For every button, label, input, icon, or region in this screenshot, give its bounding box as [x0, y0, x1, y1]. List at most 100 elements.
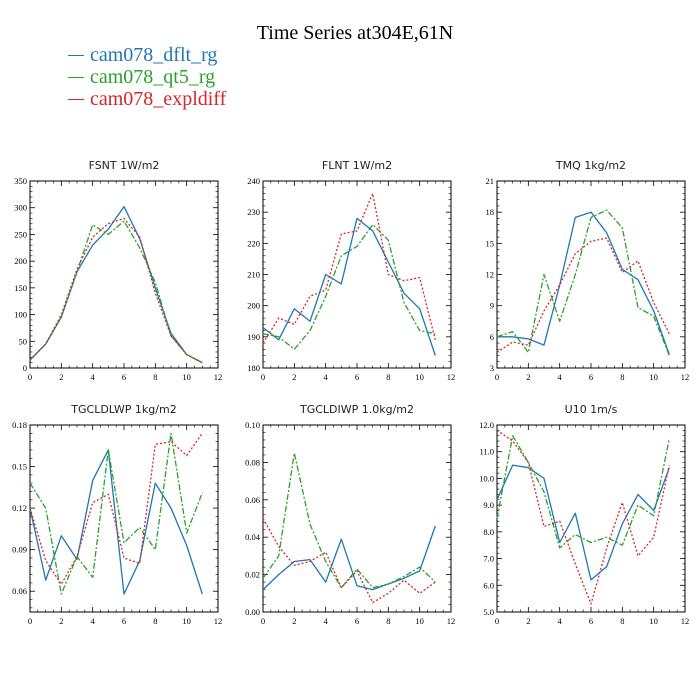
x-tick-label: 10 [182, 616, 191, 626]
legend-label-dflt: cam078_dflt_rg [90, 44, 218, 66]
y-tick-label: 0.06 [12, 586, 27, 596]
y-tick-label: 0.02 [245, 570, 260, 580]
y-tick-label: 5.0 [483, 607, 494, 617]
y-tick-label: 12 [486, 270, 495, 280]
x-tick-label: 2 [526, 372, 530, 382]
series-line-cam078_dflt_rg [262, 217, 436, 356]
chart-title-4: TGCLDLWP 1kg/m2 [70, 403, 176, 416]
chart-title-5: TGCLDIWP 1.0kg/m2 [299, 403, 414, 416]
y-tick-label: 21 [486, 176, 495, 186]
x-tick-label: 6 [355, 372, 359, 382]
chart-title-1: FSNT 1W/m2 [89, 159, 160, 172]
x-tick-label: 10 [182, 372, 191, 382]
x-tick-label: 4 [91, 372, 96, 382]
legend-swatch-dflt [68, 54, 84, 56]
series-line-cam078_qt5_rg [29, 432, 203, 595]
y-tick-label: 15 [486, 238, 495, 248]
x-tick-label: 6 [122, 616, 126, 626]
y-tick-label: 7.0 [483, 554, 494, 564]
x-tick-label: 10 [649, 616, 658, 626]
series-line-cam078_expldiff [29, 432, 203, 585]
chart-title-6: U10 1m/s [565, 403, 618, 416]
plot-frame [29, 424, 219, 613]
x-tick-label: 12 [447, 616, 456, 626]
y-tick-label: 18 [486, 207, 495, 217]
x-tick-label: 12 [447, 372, 456, 382]
legend-swatch-expldiff [68, 98, 84, 100]
x-tick-label: 12 [214, 372, 223, 382]
x-tick-label: 6 [355, 616, 359, 626]
y-tick-label: 0.04 [245, 532, 261, 542]
y-tick-label: 0 [23, 363, 27, 373]
y-tick-label: 9.0 [483, 500, 494, 510]
x-tick-label: 4 [324, 616, 329, 626]
series-line-cam078_expldiff [262, 192, 436, 344]
y-tick-label: 3 [490, 363, 494, 373]
x-tick-label: 0 [261, 372, 265, 382]
y-tick-label: 0.00 [245, 607, 260, 617]
x-tick-label: 8 [620, 616, 624, 626]
y-tick-label: 12.0 [479, 420, 494, 430]
x-tick-label: 0 [28, 372, 32, 382]
y-tick-label: 100 [14, 310, 27, 320]
y-tick-label: 230 [247, 207, 260, 217]
y-tick-label: 180 [247, 363, 260, 373]
chart-panel-2: FLNT 1W/m2 0 2 4 6 8 10 12 180 190 200 210 220 230 240 [247, 159, 455, 382]
legend: cam078_dflt_rg cam078_qt5_rg cam078_expl… [68, 44, 226, 110]
x-tick-label: 4 [324, 372, 329, 382]
y-tick-label: 0.09 [12, 545, 27, 555]
y-tick-label: 220 [247, 238, 260, 248]
x-tick-label: 0 [28, 616, 32, 626]
y-tick-label: 300 [14, 203, 27, 213]
chart-title-2: FLNT 1W/m2 [322, 159, 392, 172]
series-line-cam078_qt5_rg [262, 223, 436, 350]
y-tick-label: 150 [14, 283, 27, 293]
series-line-cam078_expldiff [262, 518, 436, 604]
chart-panel-5: TGCLDIWP 1.0kg/m2 0 2 4 6 8 10 12 0.00 0.02 0.04 0.… [245, 403, 455, 626]
y-tick-label: 0.15 [12, 462, 27, 472]
y-tick-label: 6.0 [483, 580, 494, 590]
x-tick-label: 8 [386, 372, 390, 382]
chart-panel-3: TMQ 1kg/m2 0 2 4 6 8 10 12 3 6 9 12 15 18 21 [486, 159, 690, 382]
x-tick-label: 10 [415, 372, 424, 382]
series-line-cam078_dflt_rg [29, 205, 203, 364]
legend-label-expldiff: cam078_expldiff [90, 88, 227, 110]
series-line-cam078_dflt_rg [29, 449, 203, 595]
y-tick-label: 11.0 [479, 447, 494, 457]
x-tick-label: 8 [620, 372, 624, 382]
y-tick-label: 0.06 [245, 495, 260, 505]
x-tick-label: 12 [214, 616, 223, 626]
x-tick-label: 2 [292, 616, 296, 626]
chart-title-3: TMQ 1kg/m2 [555, 159, 626, 172]
y-tick-label: 0.08 [245, 457, 260, 467]
x-tick-label: 4 [91, 616, 96, 626]
x-tick-label: 8 [386, 616, 390, 626]
plot-frame [29, 180, 219, 369]
x-tick-label: 8 [153, 616, 157, 626]
legend-swatch-qt5 [68, 76, 84, 78]
y-tick-label: 10.0 [479, 473, 494, 483]
x-tick-label: 2 [59, 616, 63, 626]
y-tick-label: 50 [19, 336, 28, 346]
series-line-cam078_expldiff [496, 429, 670, 605]
x-tick-label: 6 [589, 372, 593, 382]
x-tick-label: 6 [122, 372, 126, 382]
x-tick-label: 10 [415, 616, 424, 626]
x-tick-label: 0 [495, 616, 499, 626]
y-tick-label: 6 [490, 332, 494, 342]
y-tick-label: 210 [247, 270, 260, 280]
plot-frame [496, 424, 686, 613]
x-tick-label: 2 [59, 372, 63, 382]
series-line-cam078_dflt_rg [262, 525, 436, 591]
y-tick-label: 9 [490, 301, 494, 311]
x-tick-label: 10 [649, 372, 658, 382]
series-line-cam078_expldiff [29, 217, 203, 364]
y-tick-label: 350 [14, 176, 27, 186]
x-tick-label: 8 [153, 372, 157, 382]
x-tick-label: 6 [589, 616, 593, 626]
plot-frame [496, 180, 686, 369]
x-tick-label: 0 [261, 616, 265, 626]
series-line-cam078_qt5_rg [496, 435, 670, 549]
legend-item-qt5: cam078_qt5_rg [68, 66, 226, 88]
